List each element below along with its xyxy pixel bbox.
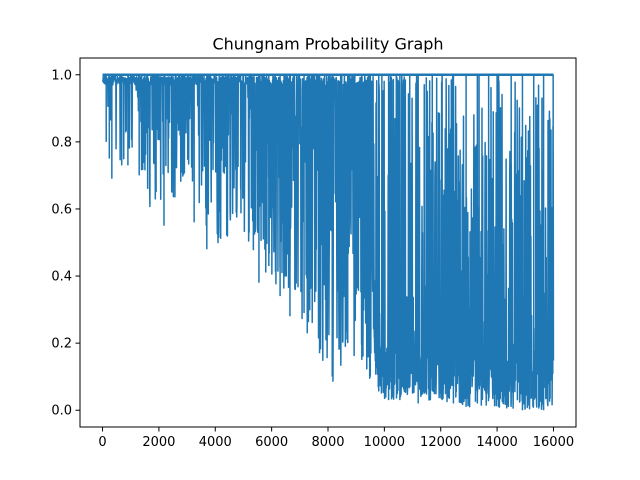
series-line: [102, 74, 555, 411]
y-tick-label: 0.6: [51, 202, 72, 217]
x-tick-label: 12000: [420, 435, 461, 450]
y-tick-label: 0.8: [51, 135, 72, 150]
plot-area: [102, 73, 555, 411]
y-tick-label: 0.4: [51, 270, 72, 285]
x-tick-label: 0: [98, 435, 106, 450]
x-tick-label: 4000: [199, 435, 232, 450]
y-tick-label: 0.0: [51, 404, 72, 419]
x-tick-label: 2000: [142, 435, 175, 450]
y-tick-label: 1.0: [51, 68, 72, 83]
x-tick-label: 16000: [533, 435, 574, 450]
x-tick-label: 6000: [255, 435, 288, 450]
x-axis: 0 2000 4000 6000 8000 10000 12000 14000 16000: [98, 427, 574, 450]
y-tick-label: 0.2: [51, 337, 72, 352]
y-axis: 0.0 0.2 0.4 0.6 0.8 1.0: [51, 68, 80, 419]
x-tick-label: 10000: [364, 435, 405, 450]
x-tick-label: 8000: [311, 435, 344, 450]
x-tick-label: 14000: [476, 435, 517, 450]
chart-title: Chungnam Probability Graph: [212, 35, 443, 54]
